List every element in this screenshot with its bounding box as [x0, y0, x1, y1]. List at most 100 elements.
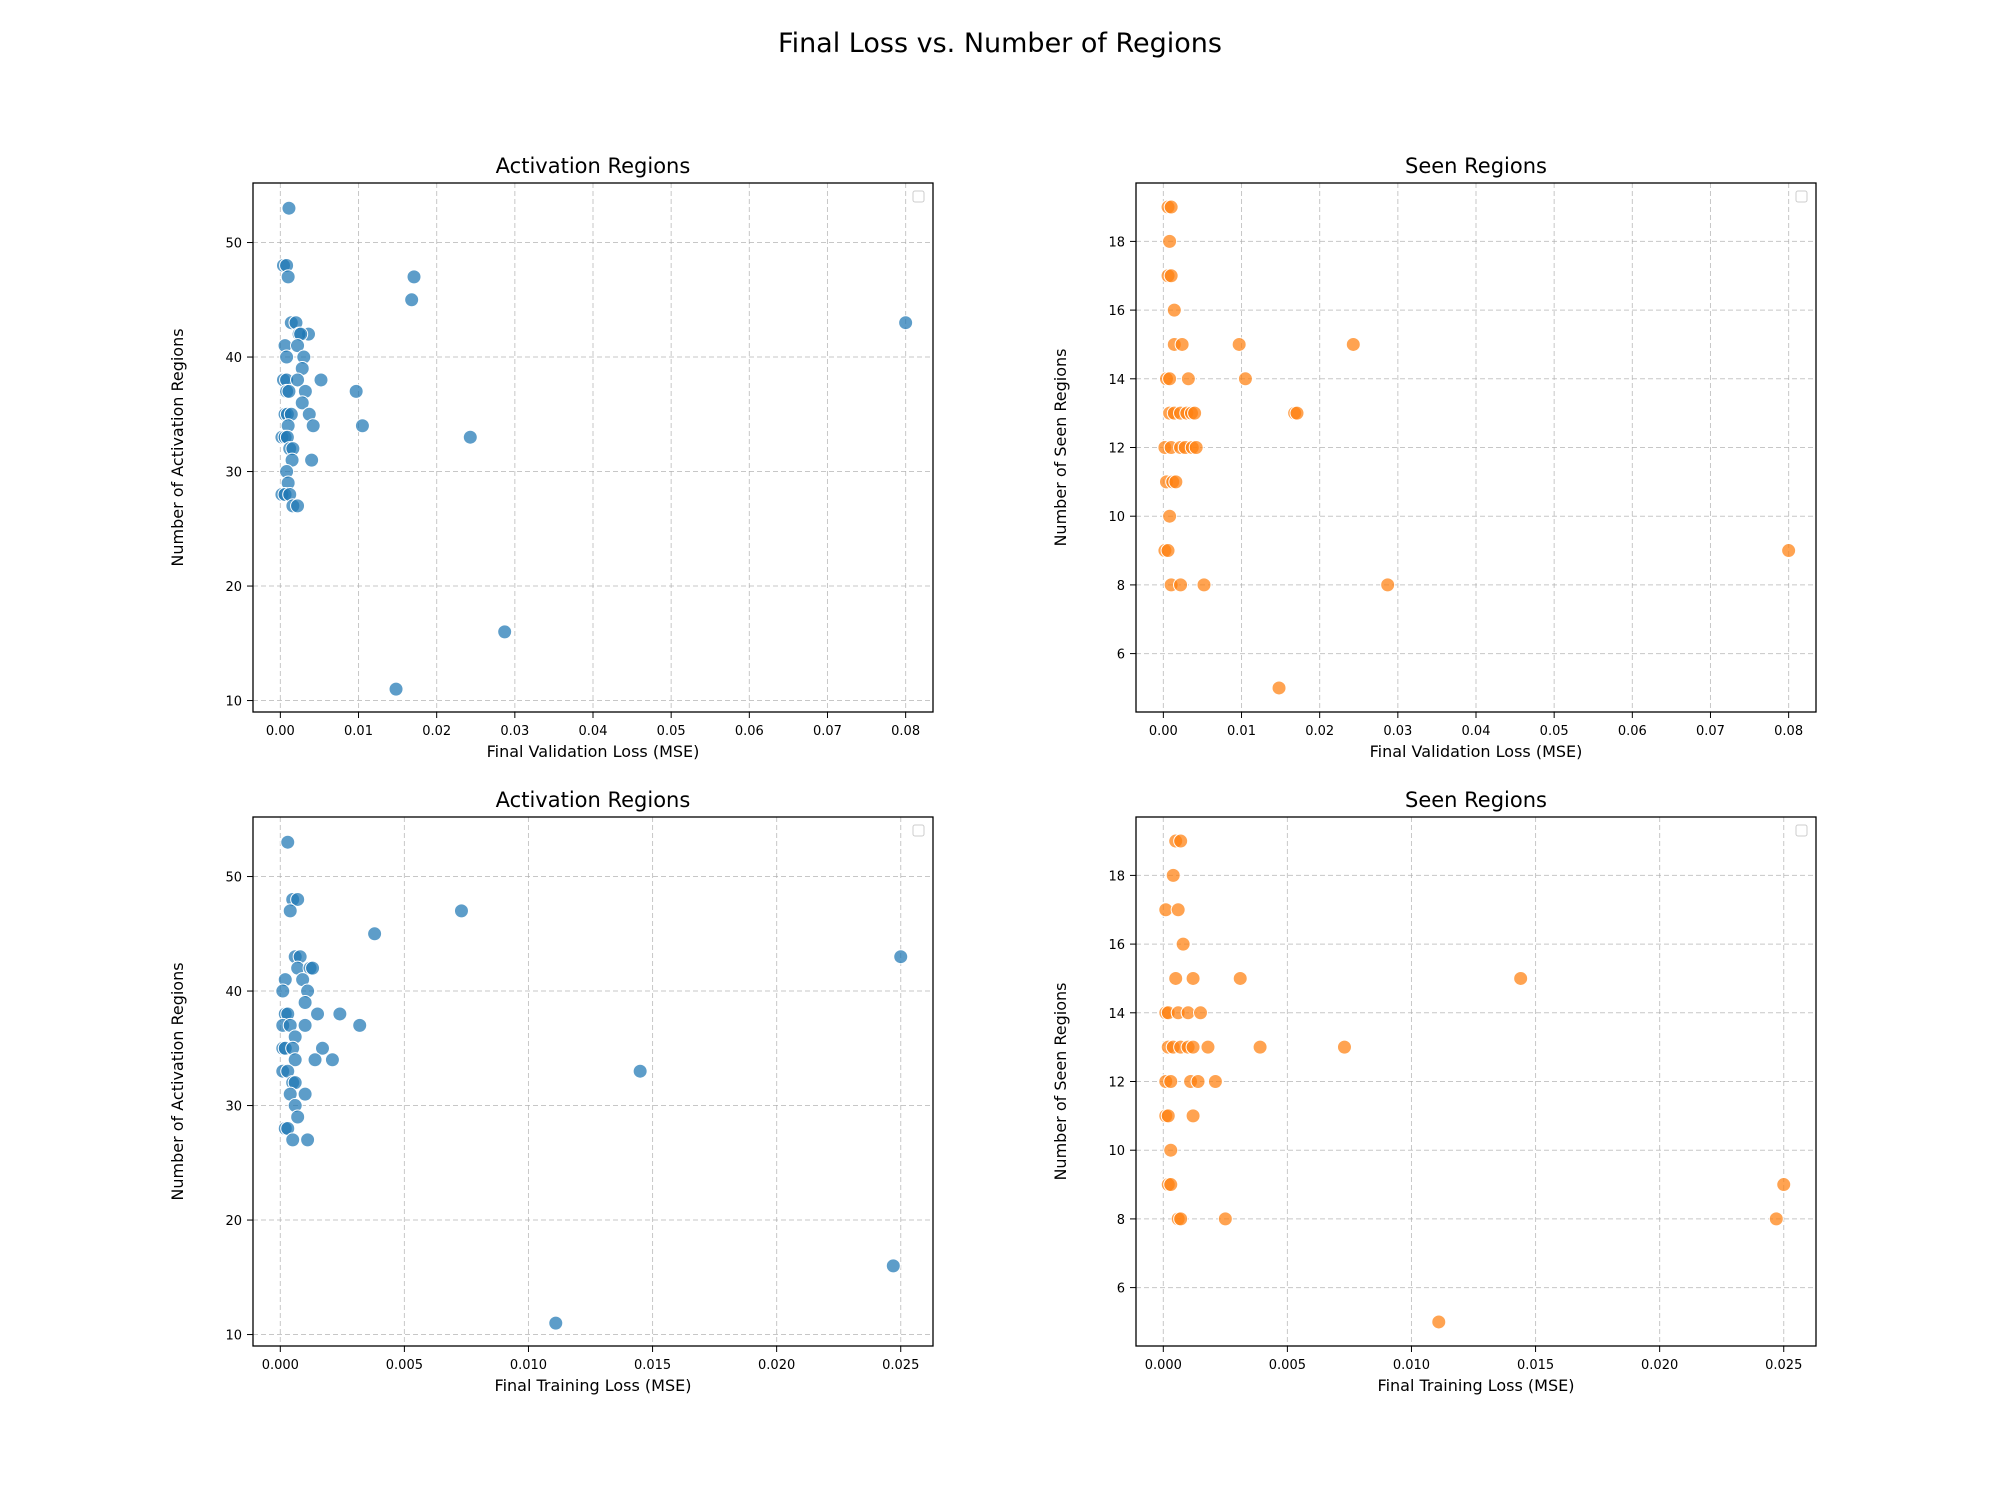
data-point	[297, 994, 313, 1010]
data-point	[1188, 440, 1204, 455]
y-tick-label: 18	[1108, 235, 1125, 250]
subplot-title: Seen Regions	[1405, 154, 1547, 178]
data-point	[404, 292, 420, 308]
data-point	[1380, 577, 1396, 593]
data-point	[1168, 474, 1184, 490]
y-tick-label: 18	[1108, 869, 1125, 884]
legend-box	[1795, 824, 1808, 837]
subplot-title: Activation Regions	[496, 154, 691, 178]
y-axis-label: Number of Activation Regions	[168, 328, 187, 566]
data-point	[367, 926, 383, 942]
data-point	[1776, 1177, 1792, 1193]
data-point	[1162, 233, 1178, 249]
y-tick-label: 30	[225, 1100, 242, 1115]
x-tick-label: 0.03	[1383, 724, 1412, 739]
subplot-3: 0.000 0.005 0.010 0.015 0.020 0.025 10 20 30 40 50…	[168, 788, 934, 1395]
x-tick-label: 0.000	[1145, 1358, 1182, 1373]
data-point	[406, 269, 422, 285]
data-point	[497, 624, 513, 640]
data-point	[893, 949, 909, 965]
data-point	[1768, 1211, 1784, 1227]
data-point	[290, 372, 306, 388]
data-point	[313, 372, 329, 388]
data-point	[304, 452, 320, 468]
x-tick-label: 0.010	[510, 1358, 547, 1373]
subplot-2: 0.00 0.01 0.02 0.03 0.04 0.05 0.06 0.07 0.08 6 8 10…	[1051, 154, 1817, 761]
x-axis-label: Final Validation Loss (MSE)	[1370, 742, 1583, 761]
data-point	[324, 1052, 340, 1068]
x-tick-label: 0.05	[657, 724, 686, 739]
y-axis-label: Number of Seen Regions	[1051, 348, 1070, 546]
y-tick-label: 6	[1117, 648, 1125, 663]
data-point	[1163, 268, 1179, 284]
y-tick-label: 50	[225, 871, 242, 886]
subplot-1: 0.00 0.01 0.02 0.03 0.04 0.05 0.06 0.07 0.08 10 20…	[168, 154, 934, 761]
x-tick-label: 0.02	[1305, 724, 1334, 739]
x-tick-label: 0.04	[579, 724, 608, 739]
y-tick-label: 6	[1117, 1282, 1125, 1297]
y-tick-label: 40	[225, 985, 242, 1000]
data-point	[275, 983, 291, 999]
data-point	[1237, 371, 1253, 387]
y-tick-label: 20	[225, 1214, 242, 1229]
x-tick-label: 0.04	[1462, 724, 1491, 739]
data-point	[1200, 1039, 1216, 1055]
data-points	[1157, 199, 1797, 696]
x-tick-label: 0.015	[634, 1358, 671, 1373]
data-point	[297, 1017, 313, 1033]
data-point	[307, 1052, 323, 1068]
x-tick-label: 0.00	[266, 724, 295, 739]
data-point	[1162, 508, 1178, 524]
data-point	[1175, 936, 1191, 952]
x-tick-label: 0.020	[758, 1358, 795, 1373]
x-tick-label: 0.020	[1641, 1358, 1678, 1373]
data-point	[1163, 1142, 1179, 1158]
data-point	[1185, 970, 1201, 986]
y-tick-label: 8	[1117, 579, 1125, 594]
data-point	[297, 1086, 313, 1102]
data-point	[280, 834, 296, 850]
data-point	[1207, 1074, 1223, 1089]
x-tick-label: 0.06	[1618, 724, 1647, 739]
y-tick-label: 50	[225, 237, 242, 252]
data-point	[1781, 543, 1797, 559]
legend-box	[912, 824, 925, 837]
data-point	[1162, 371, 1178, 387]
data-point	[279, 349, 295, 365]
x-tick-label: 0.05	[1540, 724, 1569, 739]
data-point	[290, 338, 306, 354]
data-point	[1193, 1005, 1209, 1021]
y-tick-label: 16	[1108, 938, 1125, 953]
data-point	[885, 1258, 901, 1274]
data-point	[281, 200, 297, 216]
x-tick-label: 0.08	[1774, 724, 1803, 739]
data-point	[280, 269, 296, 285]
grid	[253, 183, 933, 712]
data-point	[1174, 336, 1190, 352]
subplot-4: 0.000 0.005 0.010 0.015 0.020 0.025 6 8 10 12 14 16…	[1051, 788, 1817, 1395]
data-point	[1185, 1039, 1201, 1055]
y-tick-label: 16	[1108, 304, 1125, 319]
data-point	[1166, 302, 1182, 318]
data-point	[1232, 970, 1248, 986]
data-point	[1160, 1108, 1176, 1124]
x-tick-label: 0.00	[1149, 724, 1178, 739]
x-axis-label: Final Training Loss (MSE)	[1378, 1376, 1575, 1395]
x-tick-label: 0.08	[891, 724, 920, 739]
data-point	[300, 1132, 316, 1148]
data-point	[898, 315, 914, 331]
data-point	[294, 395, 310, 411]
data-point	[1289, 405, 1305, 421]
data-point	[1196, 577, 1212, 593]
data-point	[1170, 902, 1186, 918]
data-point	[310, 1006, 326, 1022]
data-point	[548, 1315, 564, 1331]
data-point	[1187, 405, 1203, 421]
data-point	[1180, 1005, 1196, 1021]
x-tick-label: 0.01	[344, 724, 373, 739]
data-point	[1185, 1108, 1201, 1124]
y-tick-label: 20	[225, 580, 242, 595]
y-tick-label: 14	[1108, 1007, 1125, 1022]
y-tick-label: 8	[1117, 1213, 1125, 1228]
